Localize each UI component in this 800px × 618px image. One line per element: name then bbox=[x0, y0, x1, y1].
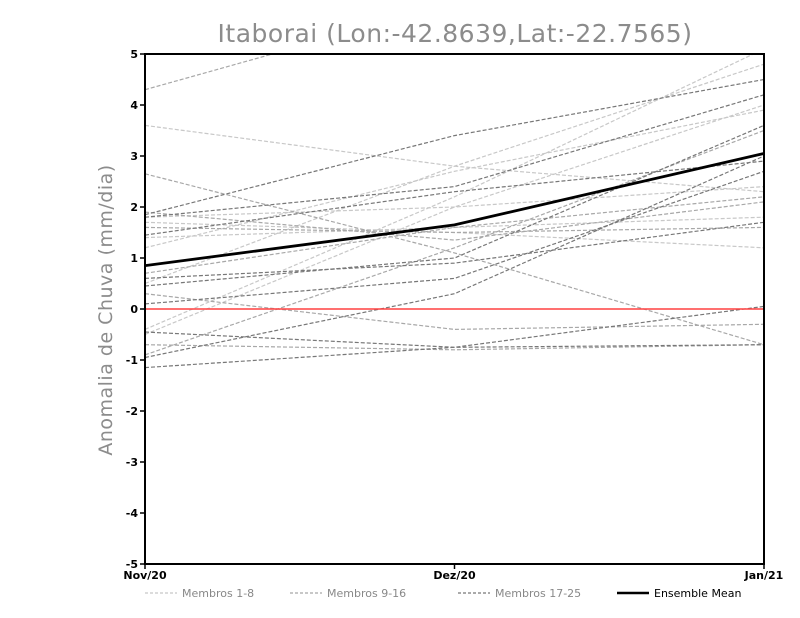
x-axis: Nov/20 Dez/20 Jan/21 bbox=[123, 564, 783, 582]
y-tick-label: 3 bbox=[130, 150, 138, 163]
y-tick-label: -2 bbox=[126, 405, 138, 418]
y-tick-label: 1 bbox=[130, 252, 138, 265]
y-axis-label: Anomalia de Chuva (mm/dia) bbox=[95, 164, 117, 455]
member-line-group3-7 bbox=[145, 331, 764, 348]
legend: Membros 1-8 Membros 9-16 Membros 17-25 Ense… bbox=[145, 587, 741, 600]
member-line-group1-2 bbox=[145, 186, 764, 218]
legend-label: Membros 9-16 bbox=[327, 587, 406, 600]
ensemble-mean-line bbox=[145, 152, 764, 268]
legend-label: Membros 1-8 bbox=[182, 587, 254, 600]
member-line-group3-4 bbox=[145, 221, 764, 279]
y-axis: -5 -4 -3 -2 -1 0 1 2 3 4 5 bbox=[126, 48, 145, 571]
y-tick-label: 0 bbox=[130, 303, 138, 316]
y-tick-label: -5 bbox=[126, 558, 138, 571]
y-tick-label: -4 bbox=[126, 507, 139, 520]
y-tick-label: -3 bbox=[126, 456, 138, 469]
chart-title: Itaborai (Lon:-42.8639,Lat:-22.7565) bbox=[218, 19, 693, 48]
x-tick-label: Jan/21 bbox=[744, 569, 784, 582]
legend-label: Membros 17-25 bbox=[495, 587, 581, 600]
member-line-group3-9 bbox=[145, 305, 764, 369]
member-line-group2-6 bbox=[145, 344, 764, 351]
member-line-group2-3 bbox=[145, 201, 764, 241]
member-line-group3-2 bbox=[145, 94, 764, 218]
mean-line-layer bbox=[145, 152, 764, 268]
member-line-group2-7 bbox=[145, 196, 764, 274]
y-tick-label: 5 bbox=[130, 48, 138, 61]
member-line-group3-5 bbox=[145, 124, 764, 287]
member-line-group1-6 bbox=[145, 54, 755, 330]
y-tick-label: 2 bbox=[130, 201, 138, 214]
y-tick-label: -1 bbox=[126, 354, 138, 367]
member-line-group3-6 bbox=[145, 170, 764, 305]
member-line-group2-2 bbox=[145, 173, 764, 346]
legend-label: Ensemble Mean bbox=[654, 587, 741, 600]
member-line-group1-7 bbox=[145, 109, 764, 249]
member-line-group2-5 bbox=[145, 293, 764, 331]
y-tick-label: 4 bbox=[130, 99, 138, 112]
member-line-group1-8 bbox=[145, 104, 764, 336]
member-line-group3-3 bbox=[145, 160, 764, 236]
plot-lines bbox=[145, 54, 764, 369]
x-tick-label: Dez/20 bbox=[433, 569, 476, 582]
member-line-group3-1 bbox=[145, 78, 764, 216]
x-tick-label: Nov/20 bbox=[123, 569, 167, 582]
member-line-group2-4 bbox=[145, 226, 764, 234]
member-line-group2-8 bbox=[145, 129, 764, 356]
member-line-group3-8 bbox=[145, 155, 764, 359]
